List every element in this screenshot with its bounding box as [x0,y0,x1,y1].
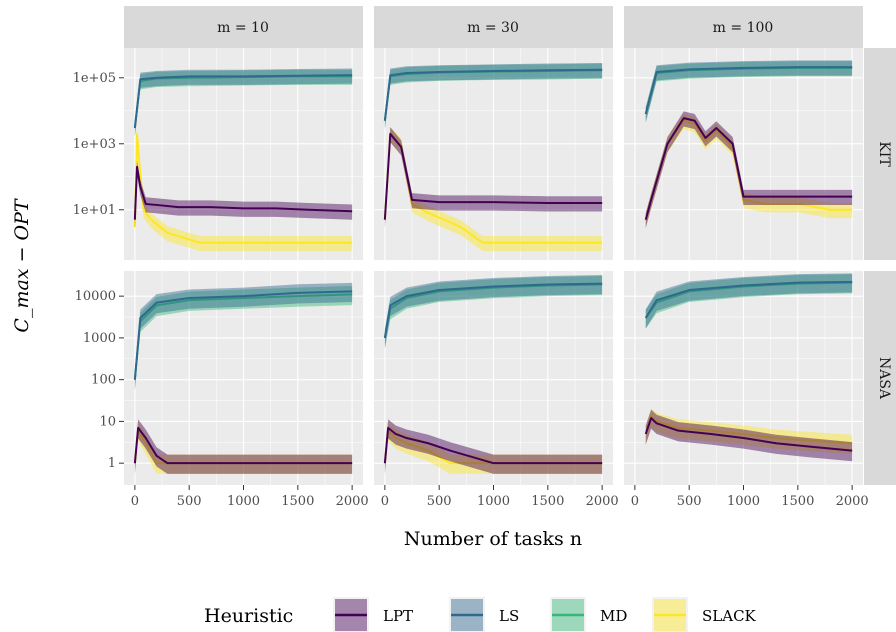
x-axis-title: Number of tasks n [404,528,582,550]
series-line-ls [383,68,603,121]
y-tick-label: 1 [108,456,116,471]
series-group-kit-1 [133,68,353,252]
series-group-nasa-3 [644,273,853,462]
ribbon-lpt [384,419,603,474]
strip-label-col-1: m = 10 [217,20,269,36]
ribbon-lpt [645,111,853,229]
y-tick-label: 1e+01 [73,203,116,218]
legend-item-ls: LS [449,597,519,632]
x-tick-label: 500 [177,494,202,509]
strip-col-2 [374,6,613,48]
ribbon-lpt [645,409,853,462]
x-tick-label: 1000 [477,494,510,509]
ribbon-ls [645,60,853,123]
series-line-ls [644,66,853,115]
ribbon-slack [384,422,603,474]
x-tick-label: 1500 [531,494,564,509]
panels [124,48,863,485]
y-tick-label: 1e+03 [73,137,116,152]
y-tick-label: 10 [99,414,116,429]
x-tick-label: 0 [131,494,139,509]
x-tick-label: 0 [631,494,639,509]
legend-label: LS [499,607,519,625]
series-line-ls [383,282,603,339]
series-line-ls [644,280,853,319]
series-line-lpt [133,165,353,220]
x-tick-label: 1000 [227,494,260,509]
ribbon-ls [384,63,603,130]
ribbon-md [645,61,853,123]
x-axis-ticks: 0 500 1000 1500 2000 0 500 1000 1500 2000 0 500 1000… [131,485,869,509]
series-group-nasa-1 [133,282,353,474]
strip-label-row-kit: KIT [876,141,892,167]
series-line-slack [644,415,853,445]
ribbon-md [645,274,853,329]
series-line-slack [133,132,353,244]
legend-label: LPT [383,607,413,625]
ribbon-lpt [134,419,353,474]
series-group-kit-2 [383,63,603,252]
y-tick-label: 1e+05 [73,71,116,86]
ribbon-ls [645,273,853,329]
x-tick-label: 1500 [781,494,814,509]
x-tick-label: 2000 [836,494,869,509]
legend-label: SLACK [702,607,757,625]
y-axis-title: C_max − OPT [11,198,33,332]
ribbon-slack [134,127,353,252]
legend-title: Heuristic [204,605,293,627]
series-line-lpt [383,132,603,220]
ribbon-slack [645,408,853,454]
panel-nasa-1 [124,271,363,485]
ribbon-md [384,63,603,130]
series-group-kit-3 [644,60,853,229]
series-line-lpt [644,417,853,452]
strip-label-col-3: m = 100 [713,20,774,36]
strip-col-1 [124,6,363,48]
series-line-lpt [133,426,353,465]
y-tick-label: 1000 [83,331,116,346]
series-line-lpt [383,426,603,465]
column-strips: m = 10 m = 30 m = 100 [124,6,863,48]
panel-kit-2 [374,48,613,260]
y-tick-label: 100 [91,373,116,388]
x-tick-label: 2000 [586,494,619,509]
ribbon-slack [134,422,353,474]
y-tick-label: 10000 [75,289,116,304]
strip-row-kit [864,48,896,260]
series-line-ls [133,290,353,380]
series-line-lpt [644,117,853,220]
ribbon-lpt [134,160,353,229]
legend-item-slack: SLACK [652,597,757,632]
ribbon-ls [134,282,353,391]
strip-col-3 [624,6,863,48]
ribbon-slack [645,113,853,229]
panel-nasa-3 [624,271,863,485]
ribbon-md [384,275,603,349]
ribbon-slack [384,127,603,252]
ribbon-md [134,285,353,391]
strip-label-col-2: m = 30 [467,20,519,36]
strip-label-row-nasa: NASA [876,357,892,400]
ribbon-ls [384,275,603,349]
legend-label: MD [600,607,627,625]
x-tick-label: 1000 [727,494,760,509]
x-tick-label: 500 [677,494,702,509]
x-tick-label: 0 [381,494,389,509]
series-line-ls [133,74,353,129]
strip-row-nasa [864,271,896,485]
x-tick-label: 500 [427,494,452,509]
series-group-nasa-2 [383,275,603,474]
legend-item-md: MD [550,597,627,632]
x-tick-label: 1500 [281,494,314,509]
y-axis-ticks: 1e+01 1e+03 1e+05 1 10 100 1000 10000 [73,71,124,471]
row-strips: KIT NASA [864,48,896,485]
legend-item-lpt: LPT [333,597,413,632]
legend: Heuristic LPT LS MD SLACK [204,597,757,632]
x-tick-label: 2000 [336,494,369,509]
